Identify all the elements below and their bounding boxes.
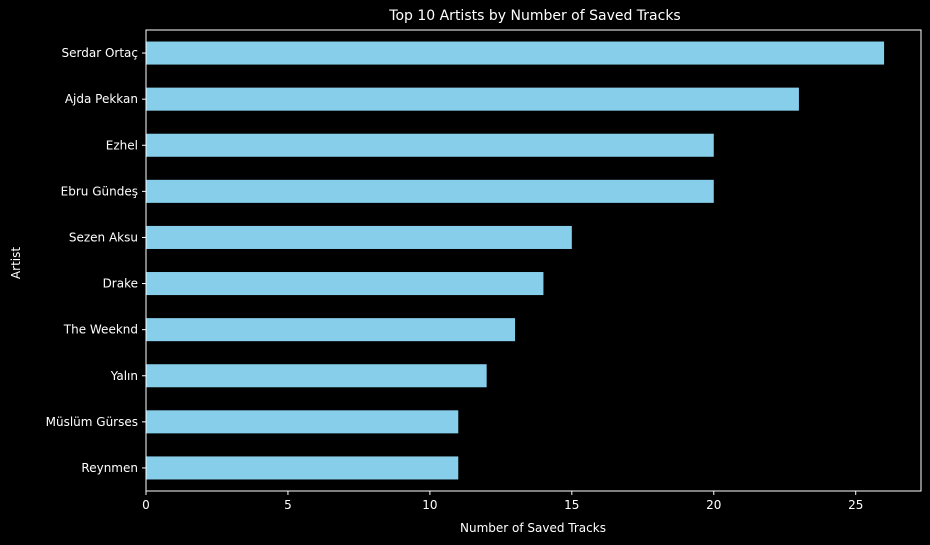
bar (146, 41, 885, 65)
bar (146, 318, 516, 342)
x-tick-label: 15 (564, 498, 579, 512)
x-tick-label: 10 (422, 498, 437, 512)
y-tick-label: Yalın (110, 369, 138, 383)
bar (146, 87, 799, 111)
x-tick-label: 25 (848, 498, 863, 512)
bars (146, 41, 885, 480)
y-tick-label: Drake (103, 277, 138, 291)
bar (146, 133, 714, 157)
y-tick-label: Serdar Ortaç (62, 46, 138, 60)
bar (146, 410, 459, 434)
y-tick-label: Ezhel (106, 138, 138, 152)
y-axis-ticks: Serdar Ortaç Ajda Pekkan Ezhel Ebru Gündeş S… (46, 46, 146, 475)
y-tick-label: Sezen Aksu (69, 230, 138, 244)
y-axis-label: Artist (9, 247, 23, 279)
y-tick-label: Ebru Gündeş (61, 184, 138, 198)
y-tick-label: The Weeknd (63, 323, 138, 337)
bar (146, 456, 459, 480)
x-tick-label: 0 (142, 498, 150, 512)
y-tick-label: Ajda Pekkan (65, 92, 138, 106)
plot-frame (145, 29, 922, 492)
x-axis-ticks: 0 5 10 15 20 25 (142, 491, 863, 512)
bar (146, 225, 572, 249)
x-tick-label: 5 (284, 498, 292, 512)
bar (146, 272, 544, 296)
y-tick-label: Müslüm Gürses (46, 415, 138, 429)
x-tick-label: 20 (706, 498, 721, 512)
bar (146, 364, 487, 388)
bar (146, 179, 714, 203)
y-tick-label: Reynmen (81, 461, 138, 475)
chart-title: Top 10 Artists by Number of Saved Tracks (388, 8, 680, 24)
x-axis-label: Number of Saved Tracks (460, 521, 606, 535)
